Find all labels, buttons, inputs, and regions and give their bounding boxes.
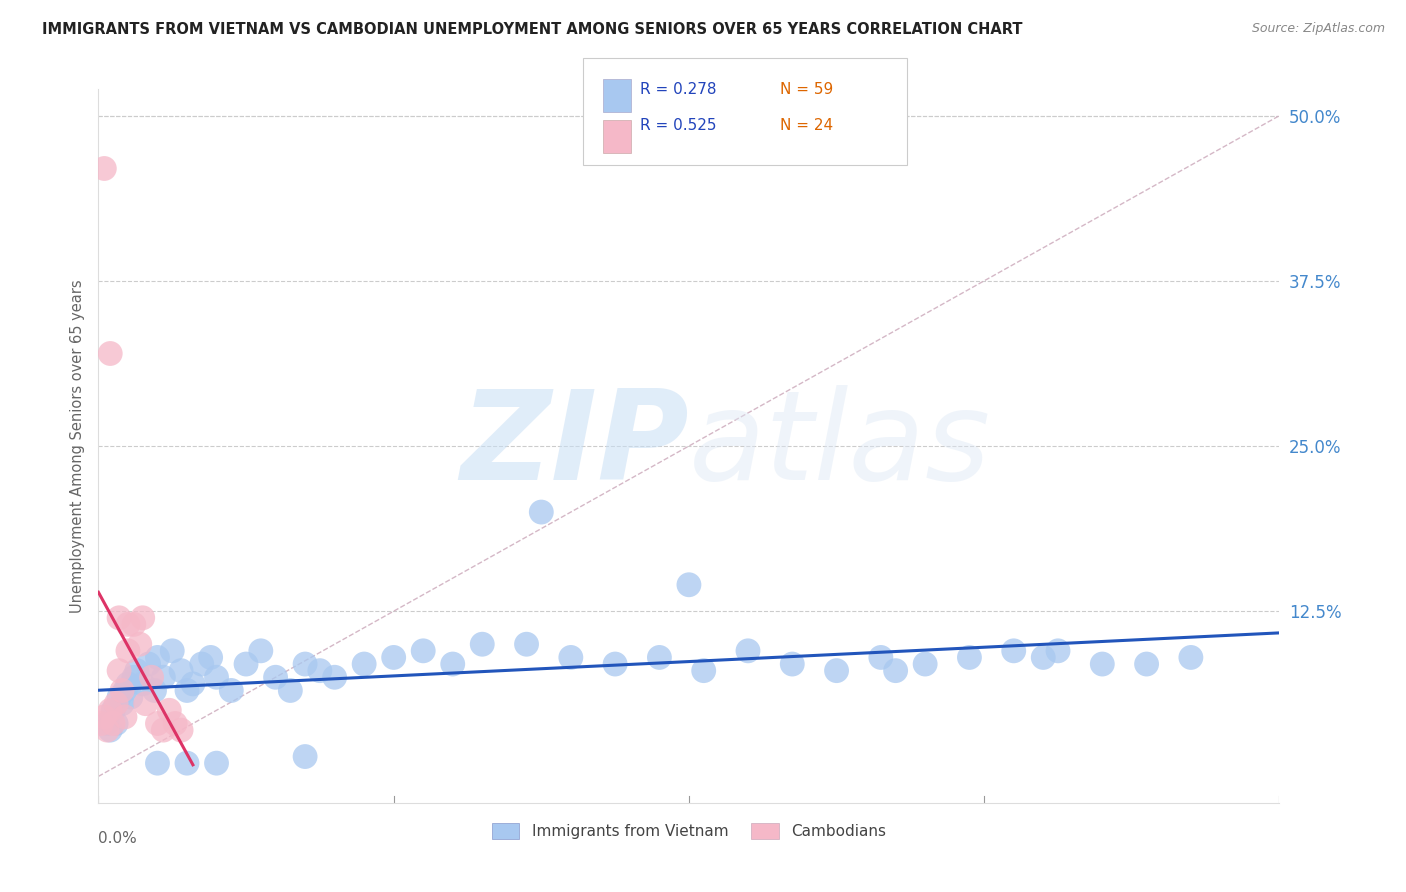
Point [103, 703, 125, 717]
Point [132, 611, 155, 625]
Point [382, 650, 405, 665]
Point [143, 683, 166, 698]
Point [108, 611, 131, 625]
Point [125, 664, 148, 678]
Point [605, 657, 627, 671]
Point [870, 650, 893, 665]
Text: Source: ZipAtlas.com: Source: ZipAtlas.com [1251, 22, 1385, 36]
Point [111, 697, 134, 711]
Point [162, 644, 183, 658]
Text: N = 59: N = 59 [780, 82, 834, 97]
Text: R = 0.525: R = 0.525 [640, 118, 716, 133]
Text: 0.0%: 0.0% [98, 831, 138, 847]
Point [205, 670, 228, 684]
Point [122, 670, 145, 684]
Point [280, 683, 302, 698]
Point [117, 644, 139, 658]
Point [96, 716, 118, 731]
Point [138, 657, 160, 671]
Point [294, 749, 316, 764]
Point [782, 657, 804, 671]
Point [105, 697, 128, 711]
Point [191, 657, 214, 671]
Point [648, 650, 671, 665]
Point [1180, 650, 1202, 665]
Point [93, 161, 115, 176]
Point [170, 664, 193, 678]
Y-axis label: Unemployment Among Seniors over 65 years: Unemployment Among Seniors over 65 years [69, 279, 84, 613]
Point [294, 657, 316, 671]
Point [914, 657, 936, 671]
Point [181, 677, 204, 691]
Point [108, 664, 131, 678]
Point [530, 505, 553, 519]
Point [235, 657, 257, 671]
Point [128, 637, 150, 651]
Point [165, 716, 187, 731]
Point [1032, 650, 1054, 665]
Point [1002, 644, 1025, 658]
Point [471, 637, 494, 651]
Point [560, 650, 582, 665]
Point [221, 683, 243, 698]
Text: IMMIGRANTS FROM VIETNAM VS CAMBODIAN UNEMPLOYMENT AMONG SENIORS OVER 65 YEARS CO: IMMIGRANTS FROM VIETNAM VS CAMBODIAN UNE… [42, 22, 1022, 37]
Point [120, 690, 142, 704]
Point [1136, 657, 1159, 671]
Point [90, 716, 112, 731]
Point [98, 346, 121, 360]
Point [152, 670, 174, 684]
Text: R = 0.278: R = 0.278 [640, 82, 716, 97]
Point [205, 756, 228, 771]
Point [114, 710, 136, 724]
Point [93, 710, 115, 724]
Text: N = 24: N = 24 [780, 118, 834, 133]
Point [884, 664, 907, 678]
Point [146, 716, 169, 731]
Point [96, 723, 118, 738]
Point [135, 697, 157, 711]
Point [111, 683, 134, 698]
Point [108, 690, 131, 704]
Point [170, 723, 193, 738]
Point [1091, 657, 1114, 671]
Point [693, 664, 716, 678]
Point [157, 703, 180, 717]
Point [103, 716, 125, 731]
Point [98, 723, 121, 738]
Point [412, 644, 434, 658]
Point [441, 657, 464, 671]
Point [825, 664, 848, 678]
Point [200, 650, 222, 665]
Text: ZIP: ZIP [460, 385, 689, 507]
Legend: Immigrants from Vietnam, Cambodians: Immigrants from Vietnam, Cambodians [486, 817, 891, 845]
Point [678, 578, 700, 592]
Point [141, 670, 163, 684]
Point [117, 677, 139, 691]
Point [114, 683, 136, 698]
Point [309, 664, 332, 678]
Point [516, 637, 538, 651]
Point [98, 703, 121, 717]
Text: atlas: atlas [689, 385, 991, 507]
Point [117, 617, 139, 632]
Point [176, 683, 198, 698]
Point [146, 650, 169, 665]
Point [146, 756, 169, 771]
Point [264, 670, 287, 684]
Point [132, 677, 155, 691]
Point [176, 756, 198, 771]
Point [353, 657, 375, 671]
Point [152, 723, 174, 738]
Point [122, 617, 145, 632]
Point [1046, 644, 1070, 658]
Point [737, 644, 759, 658]
Point [959, 650, 981, 665]
Point [323, 670, 346, 684]
Point [250, 644, 273, 658]
Point [105, 716, 128, 731]
